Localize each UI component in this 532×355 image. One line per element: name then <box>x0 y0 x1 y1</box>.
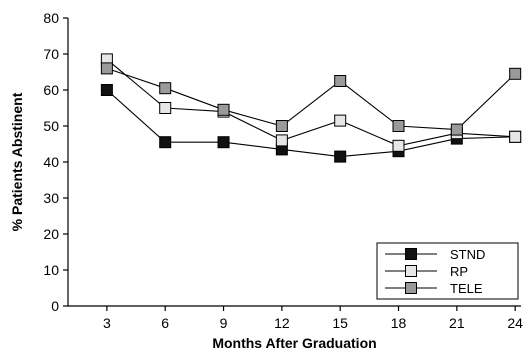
series-line <box>106 89 516 158</box>
y-axis-title: % Patients Abstinent <box>9 92 25 231</box>
x-tick-label: 15 <box>332 315 348 331</box>
data-point <box>509 67 522 80</box>
data-point <box>159 102 172 114</box>
series-layer <box>100 53 522 163</box>
y-tick-label: 70 <box>43 46 59 62</box>
series-stnd <box>100 84 522 163</box>
data-point <box>275 120 288 132</box>
legend-label: TELE <box>450 281 483 296</box>
data-point <box>217 136 230 149</box>
series-line <box>106 58 516 147</box>
y-tick-label: 80 <box>43 10 59 26</box>
legend-label: RP <box>450 264 468 279</box>
legend-marker <box>405 265 417 277</box>
legend-marker <box>405 282 417 294</box>
data-point <box>509 130 522 143</box>
data-point <box>159 82 172 95</box>
data-point <box>275 134 288 147</box>
legend-item-stnd: STND <box>385 247 485 262</box>
y-tick-label: 10 <box>43 262 59 278</box>
y-tick-label: 60 <box>43 82 59 98</box>
y-tick-label: 30 <box>43 190 59 206</box>
y-tick-label: 20 <box>43 226 59 242</box>
x-tick-label: 21 <box>449 315 465 331</box>
legend-label: STND <box>450 247 485 262</box>
y-tick-label: 0 <box>51 298 59 314</box>
data-point <box>217 103 230 116</box>
x-tick-label: 3 <box>103 315 111 331</box>
data-point <box>334 114 347 127</box>
x-tick-label: 18 <box>391 315 407 331</box>
y-axis: 0 10 20 30 40 50 60 70 80 <box>43 10 69 314</box>
data-point <box>159 136 172 149</box>
y-tick-label: 40 <box>43 154 59 170</box>
legend: STND RP TELE <box>376 242 519 300</box>
data-point <box>450 123 463 136</box>
x-tick-label: 24 <box>507 315 523 331</box>
legend-item-tele: TELE <box>385 281 483 296</box>
x-tick-label: 12 <box>274 315 290 331</box>
series-line <box>106 67 516 131</box>
y-tick-label: 50 <box>43 118 59 134</box>
data-point <box>100 62 113 75</box>
series-tele <box>100 62 522 136</box>
data-point <box>392 120 405 132</box>
data-point <box>334 75 347 87</box>
x-tick-label: 9 <box>220 315 228 331</box>
data-point <box>100 84 113 96</box>
data-point <box>392 139 405 152</box>
legend-item-rp: RP <box>385 264 468 279</box>
x-tick-label: 6 <box>161 315 169 331</box>
data-point <box>334 150 347 163</box>
legend-box <box>376 242 519 300</box>
legend-marker <box>405 248 417 260</box>
x-axis-title: Months After Graduation <box>212 335 376 351</box>
x-axis: 3 6 9 12 15 18 21 24 <box>68 305 523 331</box>
